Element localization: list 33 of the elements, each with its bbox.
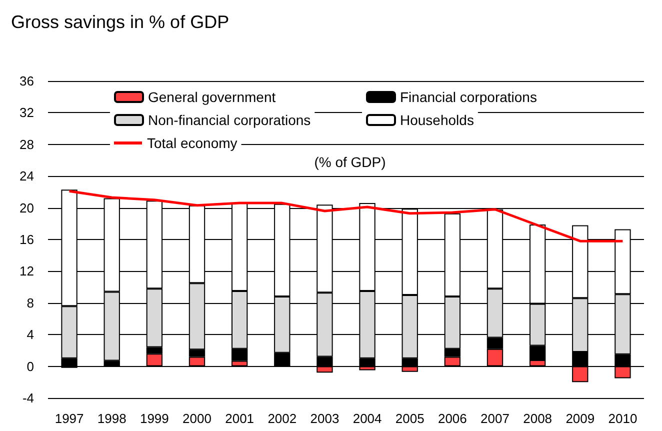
legend-label: Financial corporations — [400, 89, 537, 105]
text: (% of GDP) — [314, 154, 386, 170]
x-tick-label: 2007 — [480, 411, 510, 426]
x-tick-label: 1999 — [140, 411, 169, 426]
x-tick-label: 2009 — [566, 411, 595, 426]
x-tick-label: 2000 — [182, 411, 212, 426]
x-tick-label: 1997 — [54, 411, 84, 426]
x-tick-label: 2006 — [438, 411, 467, 426]
x-tick-label: 2001 — [225, 411, 254, 426]
line-series — [68, 190, 624, 242]
x-tick-label: 2005 — [395, 411, 424, 426]
y-tick-label: 12 — [20, 264, 34, 279]
legend-label: General government — [148, 89, 276, 105]
y-tick-label: 20 — [20, 200, 34, 216]
x-tick-label: 2008 — [523, 411, 552, 426]
x-tick-label: 2004 — [352, 411, 382, 426]
x-tick-label: 2010 — [608, 411, 638, 426]
y-tick-label: 8 — [26, 295, 34, 310]
y-tick-label: 24 — [20, 168, 34, 184]
y-tick-label: -4 — [22, 390, 34, 406]
x-tick-label: 2003 — [310, 411, 340, 426]
y-tick-label: 4 — [26, 327, 34, 342]
y-tick-label: 28 — [20, 136, 34, 152]
chart-title: Gross savings in % of GDP — [11, 12, 230, 32]
y-tick-label: 32 — [20, 105, 34, 120]
y-tick-label: 0 — [26, 358, 34, 374]
y-tick-label: 16 — [20, 232, 34, 247]
legend-label: Non-financial corporations — [148, 112, 311, 128]
legend-label: Households — [400, 112, 474, 128]
legend-label: Total economy — [147, 135, 238, 151]
y-tick-label: 36 — [20, 74, 34, 88]
x-tick-label: 2002 — [268, 411, 297, 426]
x-tick-label: 1998 — [97, 411, 126, 426]
